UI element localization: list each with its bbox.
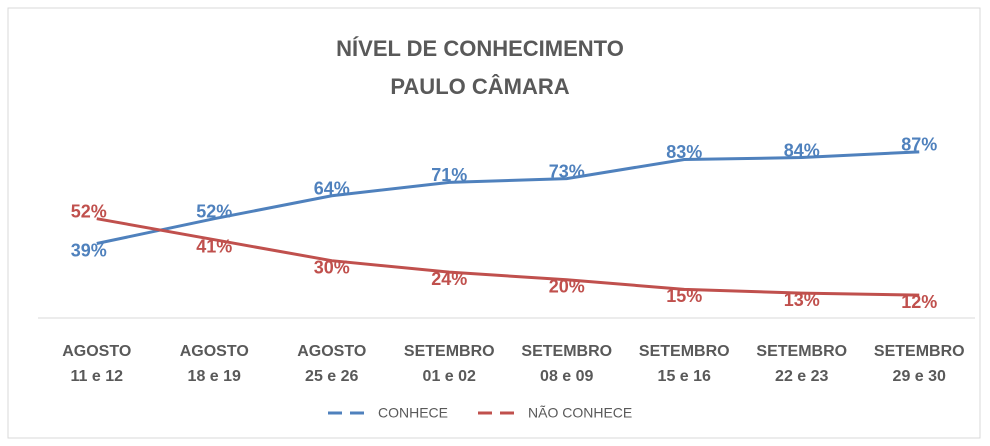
x-tick-label: SETEMBRO [874, 343, 965, 360]
data-label: 41% [196, 236, 232, 256]
data-label: 12% [901, 292, 937, 312]
x-tick-label: 25 e 26 [305, 368, 358, 385]
line [96, 217, 920, 297]
legend-label: NÃO CONHECE [528, 405, 632, 421]
chart-title: NÍVEL DE CONHECIMENTO [336, 36, 624, 61]
x-tick-label: 22 e 23 [775, 368, 828, 385]
data-label: 39% [71, 240, 107, 260]
x-tick-label: 15 e 16 [658, 368, 711, 385]
data-label: 73% [549, 161, 585, 181]
data-label: 30% [314, 257, 350, 277]
data-label: 71% [431, 165, 467, 185]
x-tick-label: 11 e 12 [71, 368, 124, 385]
x-tick-label: 18 e 19 [188, 368, 241, 385]
data-label: 15% [666, 286, 702, 306]
data-label: 20% [549, 277, 585, 297]
x-tick-label: AGOSTO [62, 343, 131, 360]
data-label: 52% [196, 201, 232, 221]
chart-title: PAULO CÂMARA [390, 74, 569, 99]
x-tick-label: AGOSTO [180, 343, 249, 360]
data-label: 64% [314, 179, 350, 199]
x-tick-label: AGOSTO [297, 343, 366, 360]
x-tick-label: 29 e 30 [893, 368, 946, 385]
x-tick-label: SETEMBRO [639, 343, 730, 360]
x-tick-label: SETEMBRO [521, 343, 612, 360]
data-label: 83% [666, 142, 702, 162]
chart-frame [7, 7, 981, 439]
data-label: 13% [784, 290, 820, 310]
data-label: 24% [431, 269, 467, 289]
legend-label: CONHECE [378, 405, 448, 421]
x-tick-label: 01 e 02 [423, 368, 476, 385]
line [96, 150, 920, 245]
x-tick-label: SETEMBRO [756, 343, 847, 360]
x-tick-label: 08 e 09 [540, 368, 593, 385]
data-label: 52% [71, 201, 107, 221]
data-label: 84% [784, 140, 820, 160]
data-label: 87% [901, 135, 937, 155]
x-tick-label: SETEMBRO [404, 343, 495, 360]
